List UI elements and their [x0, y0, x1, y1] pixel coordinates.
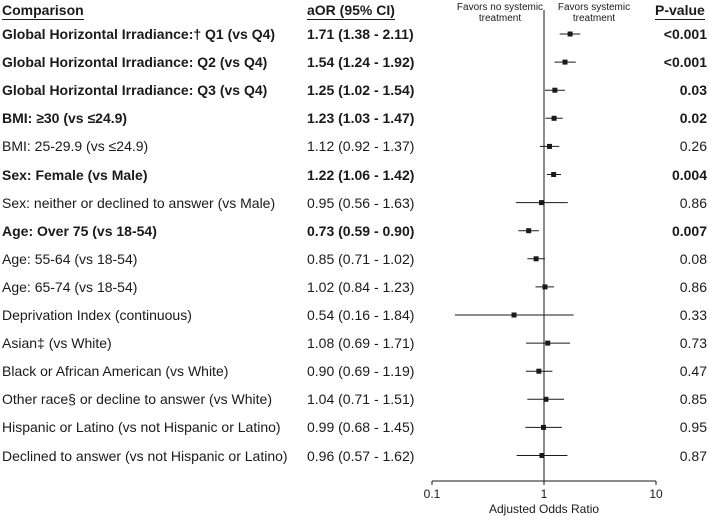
- row-pvalue: 0.007: [671, 222, 707, 239]
- aor-header: aOR (95% CI): [307, 2, 395, 20]
- row-aor-ci: 1.08 (0.69 - 1.71): [307, 335, 415, 352]
- row-label: Global Horizontal Irradiance: Q2 (vs Q4): [2, 54, 268, 71]
- pvalue-header: P-value: [655, 2, 705, 20]
- row-label: Global Horizontal Irradiance: Q3 (vs Q4): [2, 82, 268, 99]
- row-pvalue: 0.02: [679, 110, 707, 127]
- x-tick-label: 10: [649, 487, 663, 501]
- comparison-header: Comparison: [2, 2, 84, 20]
- point-estimate: [533, 256, 539, 262]
- row-pvalue: 0.03: [679, 82, 707, 99]
- row-aor-ci: 1.04 (0.71 - 1.51): [307, 391, 415, 408]
- row-pvalue: 0.87: [679, 447, 707, 464]
- point-estimate: [539, 453, 545, 458]
- row-label: BMI: ≥30 (vs ≤24.9): [2, 110, 128, 127]
- point-estimate: [562, 59, 568, 65]
- row-label: Asian‡ (vs White): [2, 335, 112, 352]
- row-aor-ci: 1.71 (1.38 - 2.11): [307, 26, 414, 42]
- point-estimate: [541, 424, 547, 430]
- row-label: Global Horizontal Irradiance:† Q1 (vs Q4…: [2, 26, 276, 42]
- row-pvalue: 0.73: [679, 335, 707, 352]
- row-label: Other race§ or decline to answer (vs Whi…: [2, 391, 272, 408]
- point-estimate: [536, 368, 542, 374]
- row-label: Deprivation Index (continuous): [2, 307, 192, 323]
- point-estimate: [567, 31, 573, 37]
- point-estimate: [539, 200, 545, 206]
- row-pvalue: 0.26: [679, 138, 707, 155]
- row-pvalue: 0.08: [679, 250, 707, 267]
- point-estimate: [547, 143, 553, 149]
- point-estimate: [542, 284, 548, 290]
- row-label: Hispanic or Latino (vs not Hispanic or L…: [2, 419, 281, 436]
- row-label: Age: Over 75 (vs 18-54): [2, 222, 157, 239]
- row-label: Sex: Female (vs Male): [2, 166, 148, 183]
- row-label: BMI: 25-29.9 (vs ≤24.9): [2, 138, 149, 155]
- row-aor-ci: 0.99 (0.68 - 1.45): [307, 419, 415, 436]
- row-label: Black or African American (vs White): [2, 363, 229, 380]
- row-pvalue: 0.95: [679, 419, 707, 436]
- row-pvalue: <0.001: [663, 26, 707, 42]
- favors-right-label: Favors systemic treatment: [557, 2, 631, 24]
- row-aor-ci: 0.85 (0.71 - 1.02): [307, 250, 415, 267]
- row-pvalue: 0.86: [679, 194, 707, 211]
- row-aor-ci: 1.25 (1.02 - 1.54): [307, 82, 415, 99]
- x-tick-label: 1: [541, 487, 548, 501]
- row-label: Age: 55-64 (vs 18-54): [2, 250, 138, 267]
- x-axis-title: Adjusted Odds Ratio: [489, 502, 599, 516]
- row-aor-ci: 1.22 (1.06 - 1.42): [307, 166, 415, 183]
- row-pvalue: 0.86: [679, 278, 707, 295]
- row-pvalue: 0.33: [679, 307, 707, 323]
- row-pvalue: <0.001: [663, 54, 707, 71]
- row-aor-ci: 0.96 (0.57 - 1.62): [307, 447, 415, 464]
- row-aor-ci: 0.54 (0.16 - 1.84): [307, 307, 415, 323]
- row-aor-ci: 1.54 (1.24 - 1.92): [307, 54, 415, 71]
- point-estimate: [526, 228, 532, 234]
- row-pvalue: 0.47: [679, 363, 707, 380]
- row-label: Age: 65-74 (vs 18-54): [2, 278, 138, 295]
- point-estimate: [551, 172, 557, 177]
- row-label: Sex: neither or declined to answer (vs M…: [2, 194, 276, 211]
- row-aor-ci: 0.95 (0.56 - 1.63): [307, 194, 415, 211]
- point-estimate: [551, 115, 557, 121]
- row-pvalue: 0.004: [671, 166, 707, 183]
- x-tick-label: 0.1: [424, 487, 441, 501]
- point-estimate: [545, 340, 551, 346]
- row-aor-ci: 0.90 (0.69 - 1.19): [307, 363, 415, 380]
- row-aor-ci: 0.73 (0.59 - 0.90): [307, 222, 415, 239]
- point-estimate: [543, 396, 549, 402]
- point-estimate: [552, 87, 558, 93]
- point-estimate: [511, 312, 517, 318]
- row-aor-ci: 1.23 (1.03 - 1.47): [307, 110, 415, 127]
- row-label: Declined to answer (vs not Hispanic or L…: [2, 447, 288, 464]
- row-aor-ci: 1.02 (0.84 - 1.23): [307, 278, 415, 295]
- row-aor-ci: 1.12 (0.92 - 1.37): [307, 138, 415, 155]
- row-pvalue: 0.85: [679, 391, 707, 408]
- favors-left-label: Favors no systemic treatment: [456, 2, 544, 24]
